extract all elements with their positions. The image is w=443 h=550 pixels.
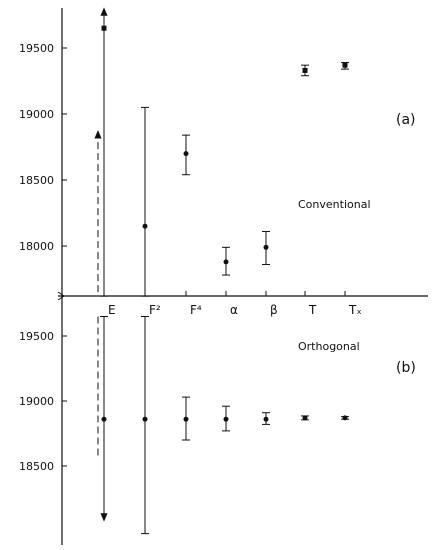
panel-a-arrow-up-1: [94, 130, 102, 139]
x-tick-label-1: F²: [149, 303, 161, 317]
panel-a-arrow-up-0: [100, 7, 108, 16]
panel-b-marker-7: [342, 415, 348, 421]
panel-a-ytick-label-3: 19500: [19, 42, 54, 55]
panel-b-label: (b): [396, 360, 416, 376]
x-tick-label-3: α: [230, 303, 238, 317]
panel-b-marker-3: [183, 416, 189, 422]
x-tick-label-5: T: [308, 303, 317, 317]
panel-a-marker-2: [142, 223, 148, 229]
x-tick-label-0: E: [108, 303, 116, 317]
panel-b-annotation: Orthogonal: [298, 340, 360, 353]
panel-b-marker-5: [263, 416, 269, 422]
panel-a-ytick-label-1: 18500: [19, 174, 54, 187]
panel-b-arrow-down-0: [100, 513, 108, 522]
panel-a-marker-3: [183, 151, 189, 157]
x-tick-label-4: β: [270, 303, 278, 317]
x-tick-label-2: F⁴: [190, 303, 202, 317]
panel-a-label: (a): [396, 112, 416, 128]
panel-a-marker-4: [223, 259, 229, 265]
panel-a-marker-0: [101, 25, 107, 31]
panel-b-ytick-label-2: 19500: [19, 330, 54, 343]
panel-a-ytick-label-2: 19000: [19, 108, 54, 121]
panel-b-marker-2: [142, 416, 148, 422]
panel-a-marker-6: [302, 67, 308, 73]
panel-a-ytick-label-0: 18000: [19, 240, 54, 253]
panel-b-ytick-label-0: 18500: [19, 460, 54, 473]
panel-a-marker-7: [342, 62, 348, 68]
axis-break-mark: [57, 291, 65, 301]
panel-a-marker-5: [263, 244, 269, 250]
panel-a-annotation: Conventional: [298, 198, 371, 211]
panel-b-ytick-label-1: 19000: [19, 395, 54, 408]
panel-b-marker-6: [302, 415, 308, 421]
panel-b-marker-0: [101, 416, 107, 422]
x-tick-label-6: Tₓ: [348, 303, 362, 317]
panel-b-marker-4: [223, 416, 229, 422]
